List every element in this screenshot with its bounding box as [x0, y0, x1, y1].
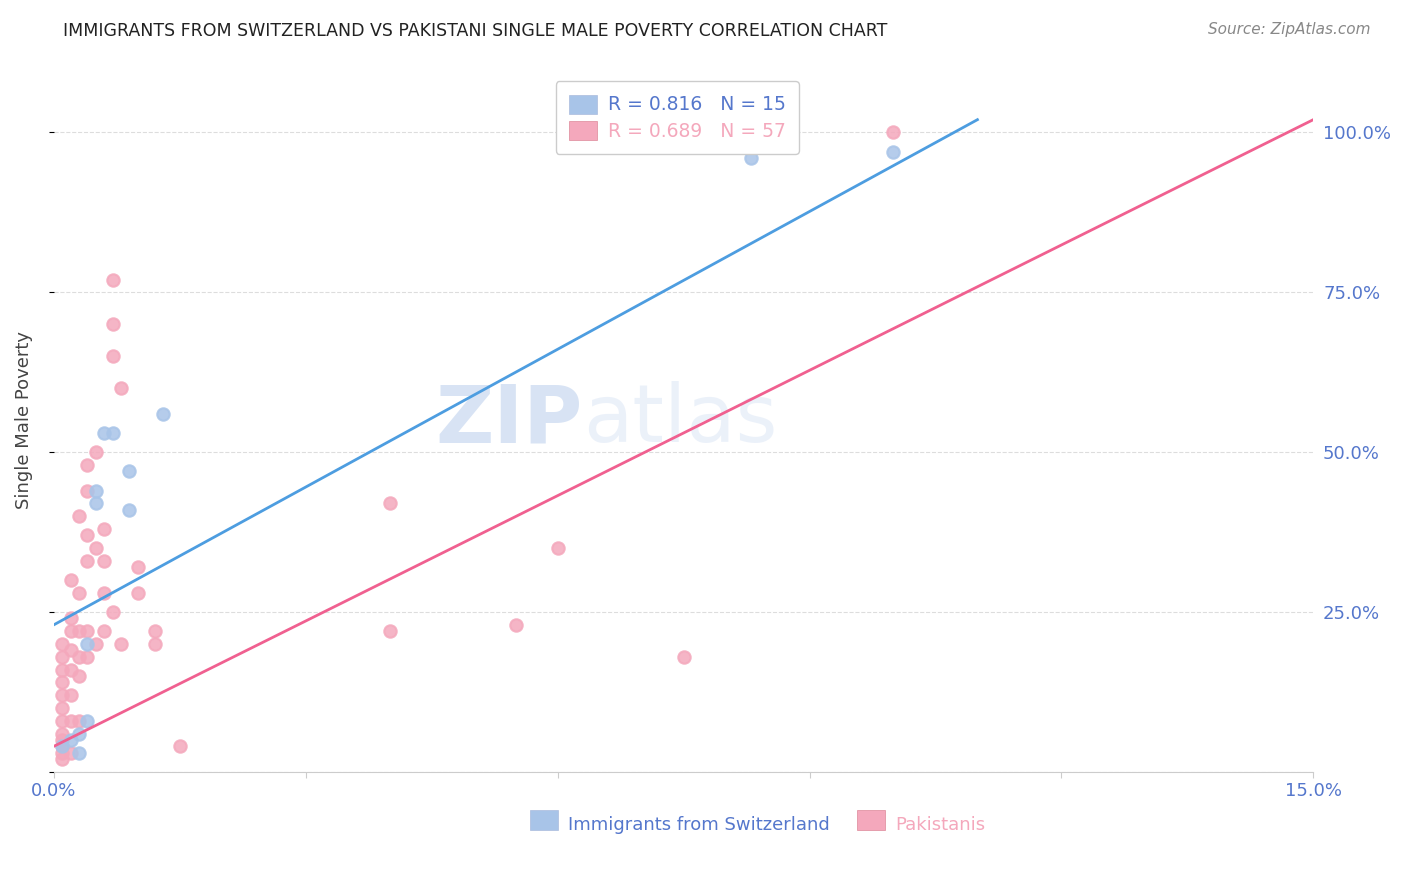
- Point: [882, 126, 904, 140]
- Point: [59, 688, 82, 702]
- Point: [51, 726, 73, 740]
- Point: [152, 407, 174, 421]
- FancyBboxPatch shape: [530, 810, 558, 830]
- Point: [547, 541, 569, 555]
- Point: [740, 151, 762, 165]
- Point: [76, 554, 98, 568]
- Point: [110, 381, 132, 395]
- Point: [51, 663, 73, 677]
- Text: ZIP: ZIP: [436, 381, 583, 459]
- Point: [51, 733, 73, 747]
- Point: [76, 624, 98, 639]
- Text: Source: ZipAtlas.com: Source: ZipAtlas.com: [1208, 22, 1371, 37]
- Point: [169, 739, 191, 754]
- Point: [101, 349, 124, 363]
- Point: [67, 649, 90, 664]
- Point: [697, 126, 720, 140]
- Point: [84, 541, 107, 555]
- Point: [101, 272, 124, 286]
- Point: [51, 649, 73, 664]
- Point: [84, 445, 107, 459]
- Point: [67, 714, 90, 728]
- Point: [101, 425, 124, 440]
- Point: [59, 663, 82, 677]
- Point: [59, 573, 82, 587]
- Point: [378, 496, 401, 510]
- Point: [51, 675, 73, 690]
- Point: [93, 624, 115, 639]
- Point: [76, 714, 98, 728]
- Point: [51, 752, 73, 766]
- Point: [76, 528, 98, 542]
- Point: [67, 669, 90, 683]
- Point: [67, 746, 90, 760]
- Point: [143, 637, 166, 651]
- Point: [672, 649, 695, 664]
- Point: [882, 145, 904, 159]
- Point: [51, 701, 73, 715]
- Point: [118, 502, 141, 516]
- Legend: R = 0.816   N = 15, R = 0.689   N = 57: R = 0.816 N = 15, R = 0.689 N = 57: [555, 81, 799, 154]
- Point: [101, 318, 124, 332]
- Point: [93, 425, 115, 440]
- Y-axis label: Single Male Poverty: Single Male Poverty: [15, 331, 32, 509]
- Point: [67, 726, 90, 740]
- Point: [67, 624, 90, 639]
- Point: [505, 617, 527, 632]
- Point: [118, 464, 141, 478]
- Point: [51, 739, 73, 754]
- Point: [110, 637, 132, 651]
- Point: [59, 643, 82, 657]
- Point: [59, 746, 82, 760]
- Point: [378, 624, 401, 639]
- Point: [93, 586, 115, 600]
- Point: [51, 714, 73, 728]
- Point: [93, 522, 115, 536]
- Point: [67, 509, 90, 524]
- Point: [51, 739, 73, 754]
- Point: [93, 554, 115, 568]
- Point: [127, 560, 149, 574]
- Point: [76, 637, 98, 651]
- Point: [51, 746, 73, 760]
- Point: [67, 586, 90, 600]
- Point: [76, 458, 98, 472]
- Text: IMMIGRANTS FROM SWITZERLAND VS PAKISTANI SINGLE MALE POVERTY CORRELATION CHART: IMMIGRANTS FROM SWITZERLAND VS PAKISTANI…: [63, 22, 887, 40]
- Text: atlas: atlas: [583, 381, 778, 459]
- Text: Pakistanis: Pakistanis: [896, 815, 986, 834]
- FancyBboxPatch shape: [858, 810, 884, 830]
- Point: [101, 605, 124, 619]
- Point: [59, 714, 82, 728]
- Point: [51, 637, 73, 651]
- Point: [143, 624, 166, 639]
- Point: [76, 649, 98, 664]
- Point: [84, 496, 107, 510]
- Point: [59, 733, 82, 747]
- Point: [59, 611, 82, 625]
- Point: [127, 586, 149, 600]
- Point: [84, 483, 107, 498]
- Point: [84, 637, 107, 651]
- Text: Immigrants from Switzerland: Immigrants from Switzerland: [568, 815, 830, 834]
- Point: [59, 624, 82, 639]
- Point: [51, 688, 73, 702]
- Point: [76, 483, 98, 498]
